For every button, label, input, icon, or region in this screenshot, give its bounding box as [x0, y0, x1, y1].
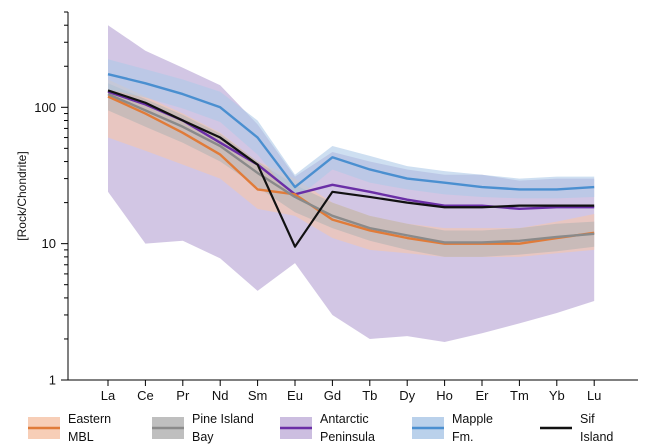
mapple-fm-range-band: [108, 59, 595, 200]
x-tick-label: Sm: [248, 388, 268, 403]
eastern-mbl-line: [107, 95, 595, 245]
y-tick-label: 1: [49, 373, 56, 388]
x-tick-label: Ho: [436, 388, 453, 403]
y-tick-label: 100: [34, 100, 56, 115]
legend-label-line1: Antarctic: [320, 412, 369, 426]
pine-island-bay-line: [107, 92, 595, 244]
legend-item-pine-island-bay: Pine Island Bay: [152, 412, 254, 444]
legend-item-sif-island: Sif Island: [540, 412, 613, 444]
legend-label-line1: Mapple: [452, 412, 493, 426]
legend: Eastern MBL Pine Island Bay Antarctic Peninsu…: [28, 412, 613, 444]
legend-item-antarctic-peninsula: Antarctic Peninsula: [280, 412, 375, 444]
y-ticks: 1 10 100: [34, 11, 68, 388]
x-tick-label: Er: [476, 388, 490, 403]
x-tick-label: Eu: [287, 388, 303, 403]
x-tick-label: Tb: [362, 388, 377, 403]
x-tick-label: Tm: [510, 388, 529, 403]
x-tick-label: Lu: [587, 388, 601, 403]
axes: [67, 12, 638, 381]
legend-label-line1: Eastern: [68, 412, 111, 426]
x-ticks: La Ce Pr Nd Sm Eu Gd Tb Dy Ho Er Tm Yb Lu: [101, 380, 601, 403]
legend-label-line2: Island: [580, 430, 613, 444]
y-axis-label: [Rock/Chondrite]: [15, 151, 29, 240]
x-tick-label: Ce: [137, 388, 154, 403]
series-lines: [107, 72, 595, 248]
legend-label-line2: Fm.: [452, 430, 474, 444]
legend-item-mapple-fm: Mapple Fm.: [412, 412, 493, 444]
legend-label-line2: Bay: [192, 430, 214, 444]
sif-island-line: [107, 89, 595, 248]
legend-label-line2: Peninsula: [320, 430, 375, 444]
x-tick-label: Pr: [176, 388, 190, 403]
legend-label-line1: Pine Island: [192, 412, 254, 426]
range-bands: [108, 25, 595, 342]
x-tick-label: La: [101, 388, 116, 403]
x-tick-label: Yb: [549, 388, 565, 403]
mapple-fm-line: [107, 72, 595, 191]
x-tick-label: Dy: [399, 388, 415, 403]
legend-label-line1: Sif: [580, 412, 595, 426]
y-tick-label: 10: [42, 236, 56, 251]
x-tick-label: Nd: [212, 388, 229, 403]
legend-label-line2: MBL: [68, 430, 94, 444]
x-tick-label: Gd: [324, 388, 341, 403]
legend-item-eastern-mbl: Eastern MBL: [28, 412, 111, 444]
